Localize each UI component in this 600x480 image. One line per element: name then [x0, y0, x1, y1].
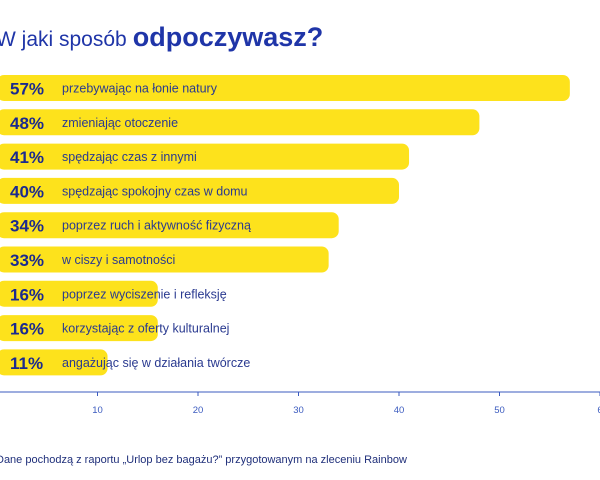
bar-value-label: 33%	[10, 251, 44, 270]
bar-value-label: 40%	[10, 182, 44, 201]
bar-chart: 57% przebywając na łonie natury 48% zmienia…	[0, 75, 600, 416]
bar-category-label: zmieniając otoczenie	[62, 116, 178, 130]
bar-value-label: 11%	[10, 354, 43, 373]
bar-category-label: spędzając czas z innymi	[62, 150, 197, 164]
bar-category-label: korzystając z oferty kulturalnej	[62, 322, 229, 336]
bar-category-label: spędzając spokojny czas w domu	[62, 184, 248, 198]
x-axis-tick-label: 40	[394, 405, 405, 416]
chart-title: W jaki sposób odpoczywasz?	[0, 22, 323, 53]
bar	[0, 75, 570, 101]
x-axis-tick-label: 10	[92, 405, 103, 416]
bar-value-label: 16%	[10, 285, 44, 304]
bar-value-label: 48%	[10, 114, 44, 133]
bar	[0, 349, 108, 376]
bar	[0, 246, 329, 273]
bar-category-label: poprzez wyciszenie i refleksję	[62, 287, 227, 301]
chart-title-emphasis: odpoczywasz?	[132, 22, 324, 52]
bar-category-label: angażując się w działania twórcze	[62, 356, 250, 370]
bar	[0, 280, 158, 307]
bar-category-label: przebywając na łonie natury	[62, 82, 218, 96]
x-axis-tick-label: 50	[494, 405, 505, 416]
bar-value-label: 16%	[10, 320, 44, 339]
bar	[0, 315, 158, 342]
x-axis-tick-label: 30	[293, 405, 304, 416]
bar	[0, 109, 480, 136]
bar	[0, 177, 399, 204]
bar-value-label: 34%	[10, 217, 44, 236]
bar-category-label: poprzez ruch i aktywność fizyczną	[62, 219, 251, 233]
x-axis-tick-label: 20	[193, 405, 204, 416]
chart-title-prefix: W jaki sposób	[0, 28, 127, 51]
source-footnote: Dane pochodzą z raportu „Urlop bez bagaż…	[0, 454, 407, 466]
bar	[0, 143, 410, 170]
x-axis-tick-label: 6	[597, 405, 600, 416]
bar	[0, 212, 339, 239]
bar-value-label: 57%	[10, 80, 44, 99]
bar-category-label: w ciszy i samotności	[61, 253, 175, 267]
bar-value-label: 41%	[10, 148, 44, 167]
